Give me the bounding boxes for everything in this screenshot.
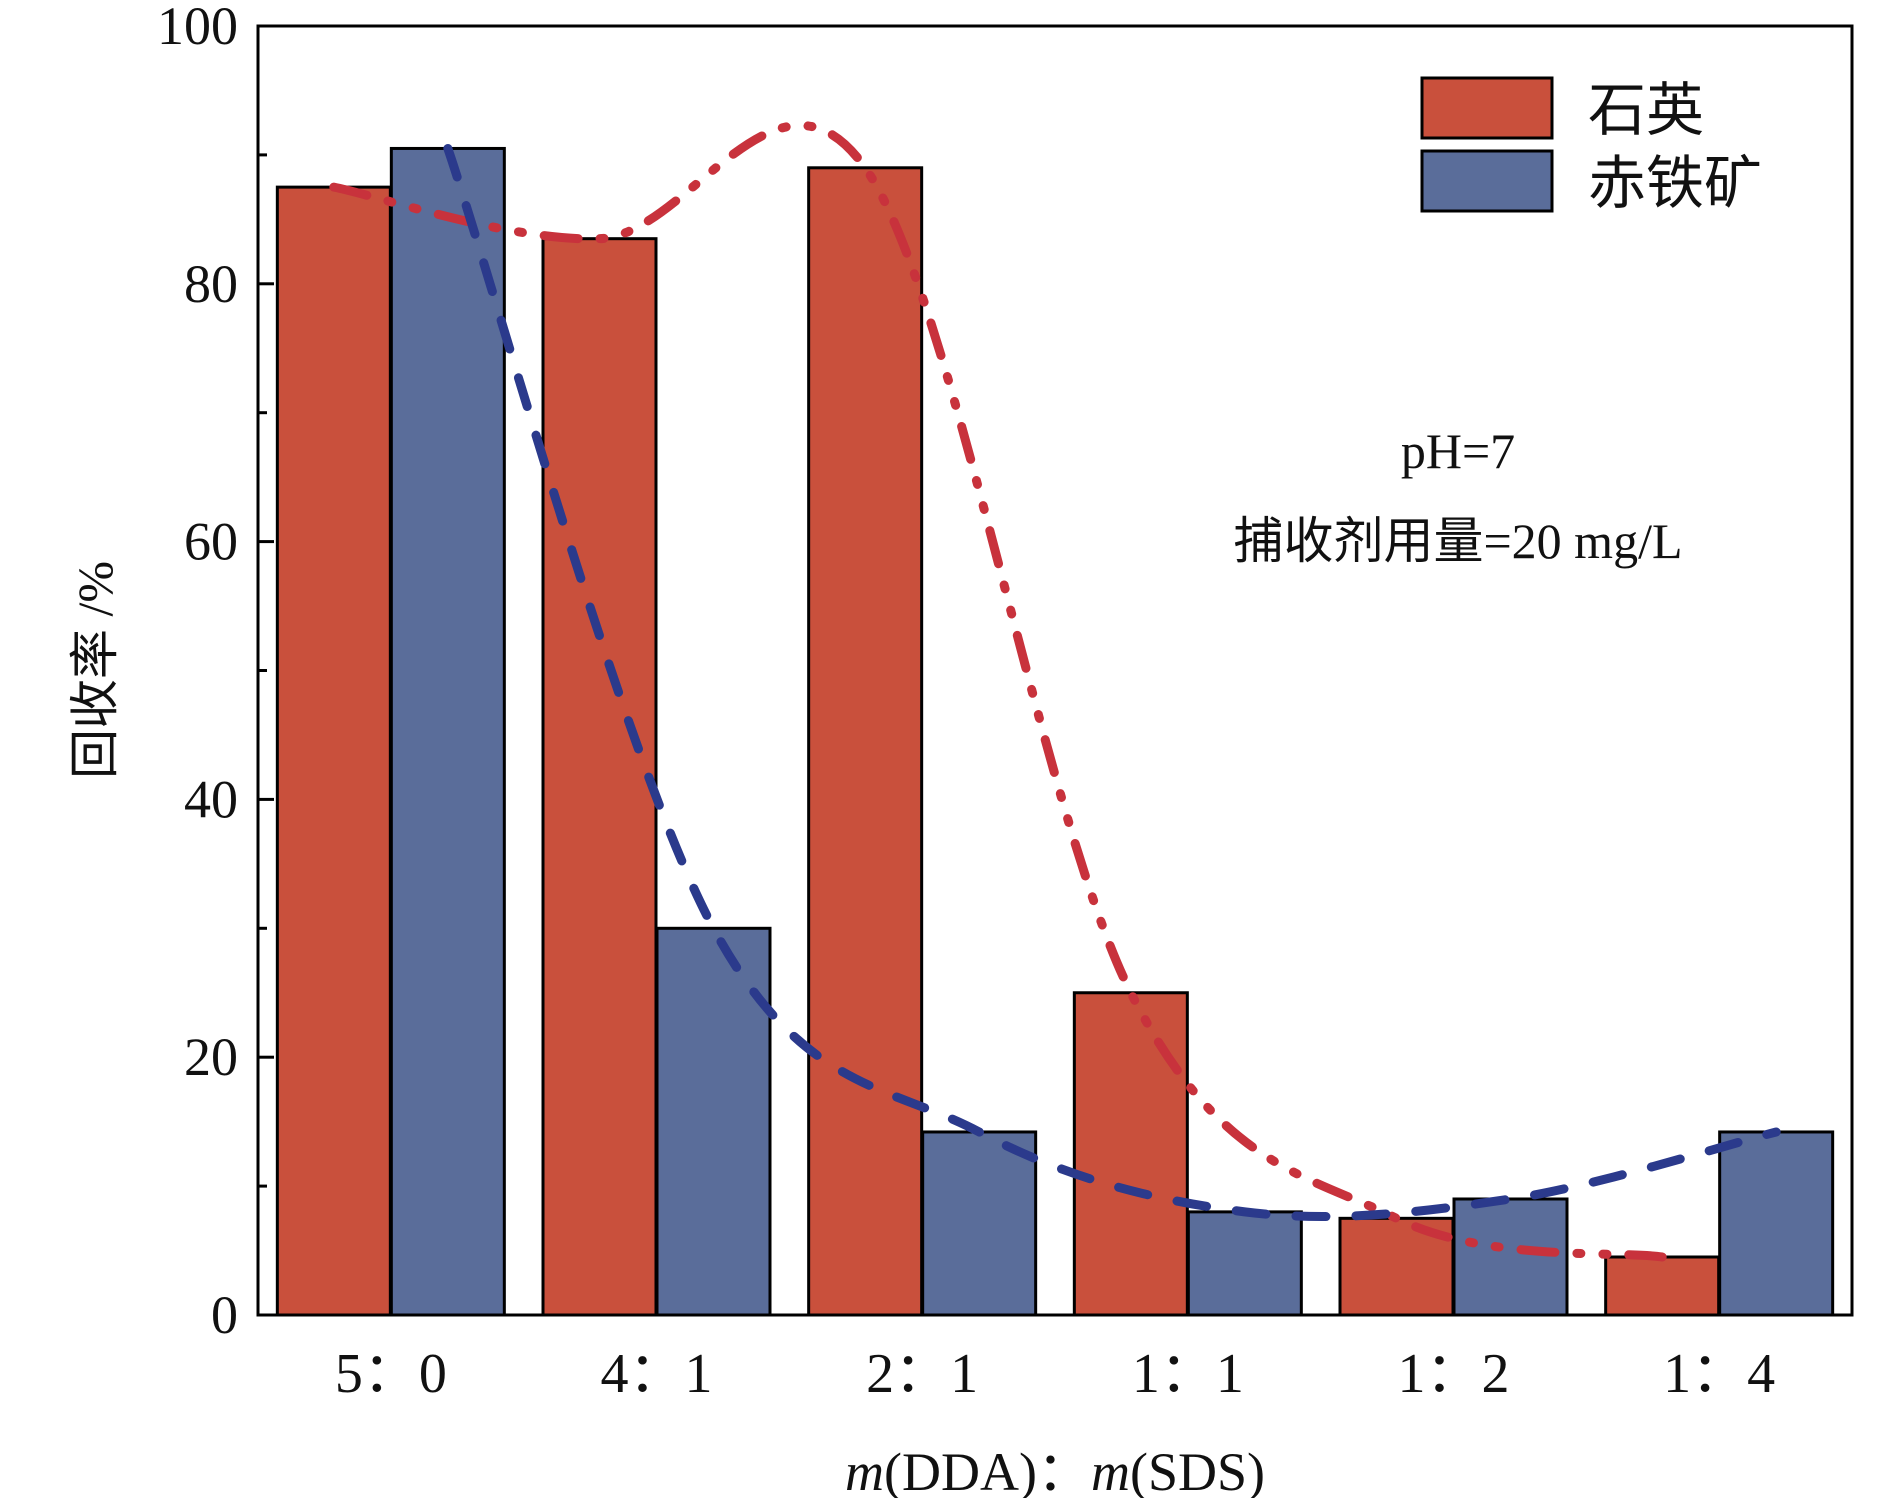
- x-tick-label-0: 5：0: [335, 1343, 447, 1405]
- x-axis-label-var1: m: [845, 1442, 884, 1498]
- x-tick-label-4: 1：2: [1398, 1343, 1510, 1405]
- y-tick-label-80: 80: [184, 254, 238, 314]
- y-tick-label-40: 40: [184, 769, 238, 829]
- bar-hematite-2: [921, 1130, 1038, 1317]
- y-tick-label-0: 0: [211, 1285, 238, 1345]
- bar-hematite-3: [1186, 1210, 1303, 1317]
- y-axis: 0 20 40 60 80 100: [157, 0, 274, 1345]
- x-axis-label-arg2: (SDS): [1130, 1442, 1265, 1498]
- trend-line-hematite: [443, 143, 1781, 1222]
- trend-line-quartz: [329, 121, 1667, 1262]
- x-tick-label-2: 2：1: [866, 1343, 978, 1405]
- annotation-collector-dosage: 捕收剂用量=20 mg/L: [1233, 513, 1682, 569]
- legend-swatch-hematite: [1420, 149, 1554, 213]
- legend-swatch-quartz: [1420, 76, 1554, 140]
- bar-hematite-4: [1452, 1197, 1569, 1317]
- bar-hematite-1: [655, 926, 772, 1317]
- y-tick-label-20: 20: [184, 1027, 238, 1087]
- bar-quartz-0: [275, 185, 392, 1317]
- x-axis-label-var2: m: [1091, 1442, 1130, 1498]
- y-axis-label: 回收率 /%: [67, 561, 123, 779]
- annotation-ph: pH=7: [1401, 423, 1515, 479]
- x-axis-label-sep: ：: [1037, 1442, 1091, 1498]
- x-tick-label-5: 1：4: [1663, 1343, 1775, 1405]
- bars-layer: [275, 146, 1835, 1317]
- bar-quartz-2: [807, 166, 924, 1317]
- bar-quartz-1: [541, 237, 658, 1317]
- legend: 石英 赤铁矿: [1420, 76, 1762, 216]
- bar-hematite-5: [1718, 1130, 1835, 1317]
- y-tick-label-100: 100: [157, 0, 238, 56]
- x-axis-label: m(DDA)：m(SDS): [845, 1442, 1265, 1498]
- y-tick-label-60: 60: [184, 512, 238, 572]
- legend-label-quartz: 石英: [1588, 78, 1704, 143]
- trend-lines-layer: [329, 121, 1781, 1262]
- x-axis: 5：0 4：1 2：1 1：1 1：2 1：4: [335, 1343, 1775, 1405]
- x-axis-label-arg1: (DDA): [884, 1442, 1037, 1498]
- legend-label-hematite: 赤铁矿: [1588, 151, 1762, 216]
- x-tick-label-1: 4：1: [601, 1343, 713, 1405]
- x-tick-label-3: 1：1: [1132, 1343, 1244, 1405]
- bar-quartz-3: [1072, 991, 1189, 1317]
- bar-quartz-5: [1604, 1255, 1721, 1317]
- bar-hematite-0: [389, 146, 506, 1317]
